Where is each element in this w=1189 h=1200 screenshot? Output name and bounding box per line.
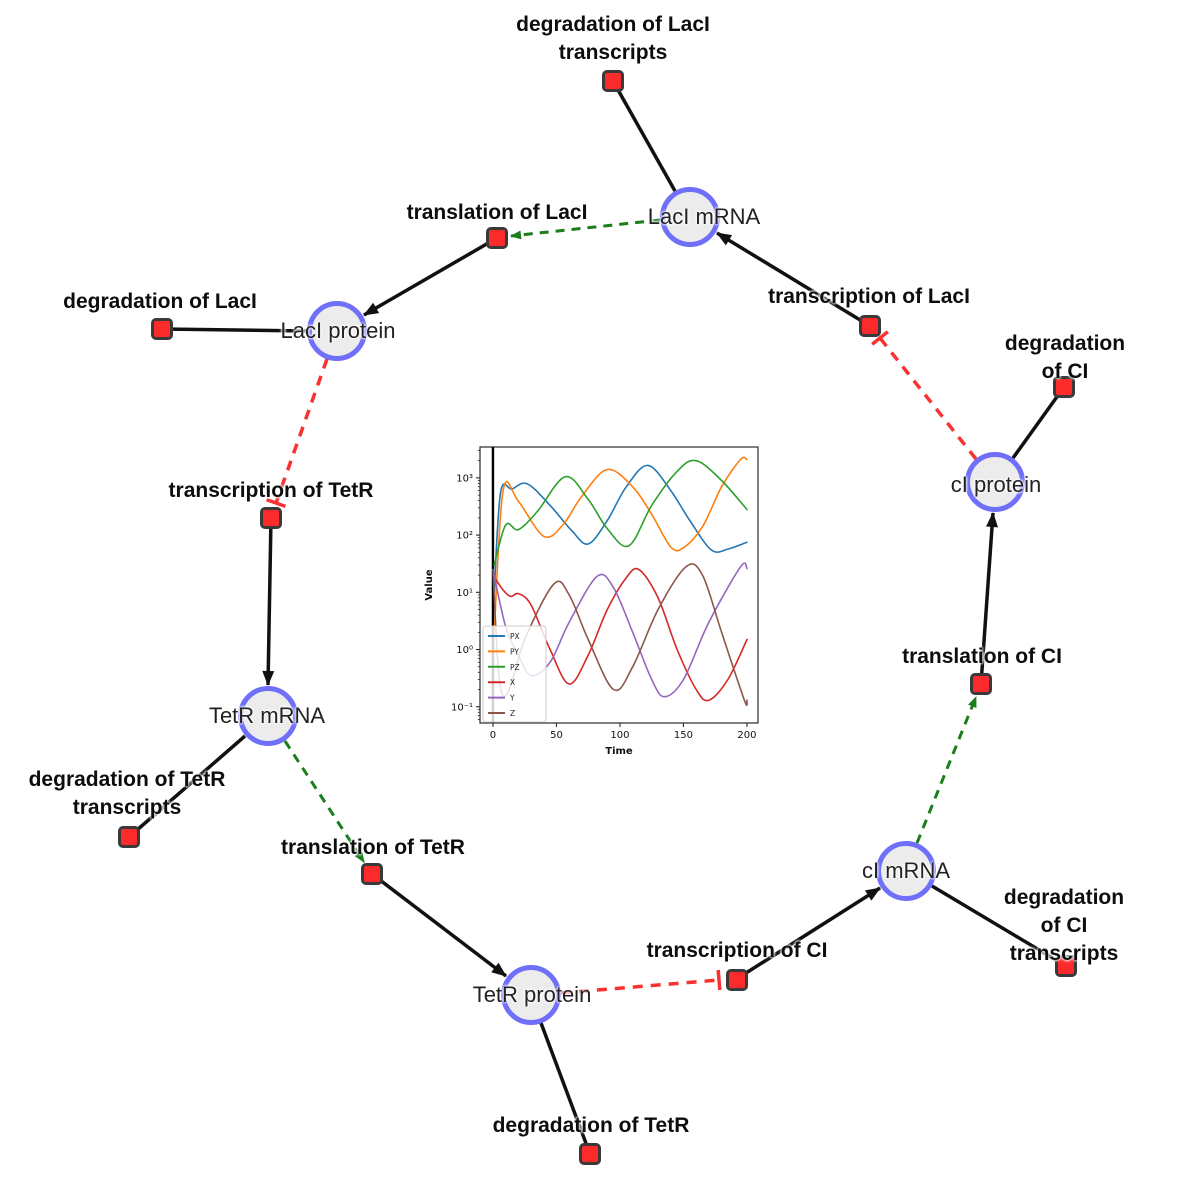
- species-label-laci-mrna: LacI mRNA: [647, 204, 761, 229]
- species-node-tetr-protein[interactable]: [501, 965, 561, 1025]
- edge-txnci-cimrna: [734, 886, 881, 982]
- inhibition-edges: [265, 330, 978, 995]
- reaction-label-deg-tetr-transcripts: degradation of TetR transcripts: [28, 768, 226, 819]
- edge-translaci-laciprotein: [363, 236, 498, 317]
- edge-tetrprotein-txnci: [560, 969, 722, 995]
- edge-ciprotein-degci: [1011, 385, 1066, 460]
- svg-text:10¹: 10¹: [456, 588, 473, 599]
- svg-text:10⁻¹: 10⁻¹: [451, 702, 473, 713]
- svg-text:200: 200: [737, 730, 756, 741]
- reaction-label-translation-ci: translation of CI: [902, 645, 1062, 668]
- product-edges: [262, 231, 999, 982]
- edge-lacimrna-translation: [510, 218, 661, 240]
- reaction-node-translation-laci[interactable]: [486, 227, 508, 249]
- svg-text:PY: PY: [510, 647, 519, 656]
- species-label-ci-protein: cI protein: [950, 472, 1042, 497]
- edge-tetrmrna-degtranscripts: [127, 734, 247, 839]
- reaction-node-translation-ci[interactable]: [970, 673, 992, 695]
- reaction-label-deg-laci: degradation of LacI: [63, 290, 257, 313]
- edge-cimrna-degtranscripts: [931, 884, 1067, 968]
- reaction-label-deg-ci: degradation of CI: [1004, 332, 1126, 383]
- edge-ciprotein-txnlaci: [871, 330, 978, 461]
- species-node-laci-protein[interactable]: [307, 301, 367, 361]
- edge-transtetr-tetrprotein: [370, 872, 508, 978]
- reaction-label-deg-tetr: degradation of TetR: [492, 1114, 690, 1137]
- reaction-node-transcription-ci[interactable]: [726, 969, 748, 991]
- svg-text:PZ: PZ: [510, 663, 520, 672]
- edge-transci-ciprotein: [979, 512, 999, 685]
- svg-text:10³: 10³: [456, 473, 473, 484]
- simulation-chart: 10³ 10² 10¹ 10⁰ 10⁻¹ 0 50 100 150 200 Time Value PX P…: [424, 446, 759, 757]
- species-node-laci-mrna[interactable]: [660, 187, 720, 247]
- svg-text:X: X: [510, 678, 515, 687]
- reaction-label-transcription-ci: transcription of CI: [646, 939, 828, 962]
- svg-text:100: 100: [610, 730, 629, 741]
- modifier-edges: [283, 218, 978, 863]
- reaction-node-deg-laci[interactable]: [151, 318, 173, 340]
- svg-text:Z: Z: [510, 709, 515, 718]
- svg-text:10²: 10²: [456, 531, 473, 542]
- reaction-node-deg-tetr-transcripts[interactable]: [118, 826, 140, 848]
- species-node-ci-mrna[interactable]: [876, 841, 936, 901]
- reaction-node-transcription-laci[interactable]: [859, 315, 881, 337]
- svg-text:PX: PX: [510, 632, 520, 641]
- reaction-node-deg-ci-transcripts[interactable]: [1055, 955, 1077, 977]
- edge-tetrprotein-degtetr: [539, 1022, 592, 1155]
- svg-text:0: 0: [490, 730, 496, 741]
- svg-text:50: 50: [550, 730, 563, 741]
- reactant-edges: [127, 80, 1067, 1155]
- svg-text:10⁰: 10⁰: [456, 645, 473, 656]
- edge-txntetr-tetrmrna: [262, 517, 275, 686]
- reaction-label-deg-laci-transcripts: degradation of LacI transcripts: [516, 13, 710, 64]
- reaction-label-translation-laci: translation of LacI: [406, 201, 588, 224]
- svg-text:Time: Time: [605, 746, 633, 757]
- reaction-label-transcription-tetr: transcription of TetR: [168, 479, 374, 502]
- reaction-node-transcription-tetr[interactable]: [260, 507, 282, 529]
- species-label-tetr-mrna: TetR mRNA: [208, 703, 326, 728]
- reaction-node-deg-laci-transcripts[interactable]: [602, 70, 624, 92]
- edge-cimrna-translation: [915, 696, 978, 844]
- species-label-ci-mrna: cI mRNA: [862, 858, 950, 883]
- reaction-node-translation-tetr[interactable]: [361, 863, 383, 885]
- species-label-laci-protein: LacI protein: [280, 318, 396, 343]
- species-node-tetr-mrna[interactable]: [238, 686, 298, 746]
- species-label-tetr-protein: TetR protein: [472, 982, 592, 1007]
- reaction-node-deg-tetr[interactable]: [579, 1143, 601, 1165]
- reaction-label-transcription-laci: transcription of LacI: [768, 285, 970, 308]
- edge-laciprotein-deglaci: [161, 327, 308, 333]
- svg-text:150: 150: [674, 730, 693, 741]
- edge-txnlaci-lacimrna: [716, 231, 871, 328]
- edge-tetrmrna-translation: [283, 740, 366, 863]
- reaction-label-translation-tetr: translation of TetR: [281, 836, 465, 859]
- edge-laciprotein-txntetr: [265, 358, 329, 508]
- svg-text:Y: Y: [509, 694, 515, 703]
- reaction-node-deg-ci[interactable]: [1053, 376, 1075, 398]
- reaction-label-deg-ci-transcripts: degradation of CI transcripts: [1003, 886, 1125, 965]
- edge-lacimrna-degtranscripts: [611, 80, 677, 192]
- svg-text:Value: Value: [424, 569, 435, 600]
- species-node-ci-protein[interactable]: [965, 452, 1025, 512]
